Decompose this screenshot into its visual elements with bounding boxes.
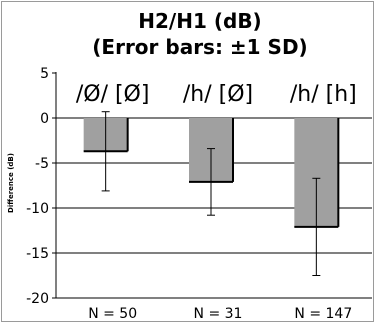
y-tick-label: -15	[26, 246, 49, 262]
y-tick-label: -5	[35, 156, 49, 172]
y-tick-label: 5	[40, 66, 49, 82]
y-tick-label: 0	[40, 111, 49, 127]
category-label: /h/ [Ø]	[183, 82, 253, 107]
y-tick-label: -10	[26, 201, 49, 217]
chart-subtitle: (Error bars: ±1 SD)	[92, 35, 307, 59]
n-label: N = 147	[294, 306, 352, 322]
y-axis-label: Difference (dB)	[7, 153, 15, 213]
n-label: N = 50	[88, 306, 137, 322]
category-label: /Ø/ [Ø]	[76, 82, 150, 107]
labels: 5 0 -5 -10 -15 -20/Ø/ [Ø] N = 50/h/ [Ø] N = 31 /…	[26, 66, 357, 322]
category-label: /h/ [h]	[290, 82, 357, 107]
error-bars	[101, 111, 321, 276]
y-tick-label: -20	[26, 291, 49, 307]
n-label: N = 31	[194, 306, 243, 322]
chart-title: H2/H1 (dB)	[138, 9, 261, 33]
axes	[52, 72, 57, 299]
